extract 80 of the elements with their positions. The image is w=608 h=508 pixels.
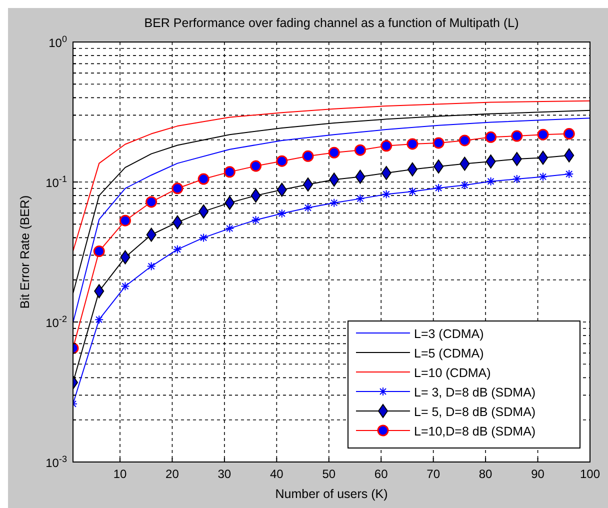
legend-label: L=5 (CDMA) bbox=[414, 346, 484, 360]
legend-label: L=3 (CDMA) bbox=[414, 327, 484, 341]
x-tick-label: 30 bbox=[218, 467, 232, 481]
point bbox=[328, 146, 340, 158]
point bbox=[329, 172, 340, 187]
point bbox=[354, 144, 366, 156]
x-tick-label: 80 bbox=[478, 467, 493, 481]
point bbox=[276, 155, 288, 167]
point bbox=[485, 131, 497, 143]
y-tick-label: 10$^{-3}$ bbox=[46, 454, 67, 470]
y-tick-label: 10$^{-2}$ bbox=[46, 314, 67, 330]
point bbox=[172, 215, 182, 230]
point bbox=[224, 166, 236, 178]
point bbox=[511, 130, 523, 142]
point bbox=[199, 233, 208, 242]
point bbox=[458, 134, 470, 146]
point bbox=[277, 208, 286, 218]
point bbox=[381, 166, 392, 180]
line-series bbox=[73, 118, 590, 324]
point bbox=[94, 284, 104, 298]
legend-label: L=10,D=8 dB (SDMA) bbox=[414, 424, 536, 438]
point bbox=[250, 188, 261, 203]
point bbox=[432, 137, 444, 149]
point bbox=[460, 156, 470, 171]
point bbox=[486, 154, 496, 169]
point bbox=[407, 162, 418, 176]
point bbox=[406, 138, 418, 150]
point bbox=[94, 315, 104, 324]
point bbox=[198, 173, 210, 185]
x-tick-label: 50 bbox=[322, 467, 336, 481]
point bbox=[564, 148, 574, 162]
x-tick-label: 20 bbox=[166, 467, 180, 481]
point bbox=[119, 214, 131, 226]
x-axis-title: Number of users (K) bbox=[275, 487, 388, 501]
point bbox=[172, 182, 184, 194]
x-tick-label: 60 bbox=[374, 467, 388, 481]
chart-title: BER Performance over fading channel as a function of Multipath (L) bbox=[144, 16, 519, 30]
x-tick-label: 100 bbox=[580, 467, 600, 481]
x-tick-label: 10 bbox=[113, 467, 127, 481]
point bbox=[120, 282, 130, 291]
point bbox=[486, 176, 496, 186]
point bbox=[276, 182, 287, 197]
point bbox=[224, 196, 235, 210]
y-axis-title: Bit Error Rate (BER) bbox=[18, 195, 32, 309]
point bbox=[251, 216, 260, 225]
point bbox=[304, 203, 312, 212]
point bbox=[250, 160, 262, 172]
point bbox=[172, 244, 182, 254]
point bbox=[564, 170, 574, 179]
point bbox=[537, 128, 549, 140]
point bbox=[198, 204, 209, 218]
point bbox=[356, 194, 365, 204]
point bbox=[380, 140, 392, 152]
point bbox=[330, 198, 339, 208]
y-tick-label: 10$^{-1}$ bbox=[46, 174, 67, 190]
x-tick-label: 70 bbox=[426, 467, 440, 481]
y-tick-label: 10$^{0}$ bbox=[48, 34, 67, 50]
point bbox=[355, 170, 366, 184]
legend-label: L= 3, D=8 dB (SDMA) bbox=[414, 386, 536, 400]
point bbox=[434, 160, 444, 174]
point bbox=[382, 190, 391, 199]
point bbox=[512, 174, 522, 184]
legend-label: L=10 (CDMA) bbox=[414, 366, 491, 380]
line-series bbox=[73, 100, 590, 252]
legend-label: L= 5, D=8 dB (SDMA) bbox=[414, 405, 536, 419]
point bbox=[302, 150, 314, 162]
point bbox=[225, 224, 234, 233]
point bbox=[538, 172, 548, 182]
point bbox=[512, 152, 522, 166]
point bbox=[146, 228, 156, 242]
point bbox=[408, 187, 417, 196]
point bbox=[93, 246, 105, 258]
point bbox=[434, 184, 444, 192]
point bbox=[563, 128, 575, 140]
point bbox=[460, 180, 470, 190]
x-tick-label: 90 bbox=[531, 467, 545, 481]
point bbox=[120, 250, 130, 264]
point bbox=[146, 262, 156, 271]
point bbox=[146, 196, 158, 208]
x-tick-label: 40 bbox=[270, 467, 284, 481]
